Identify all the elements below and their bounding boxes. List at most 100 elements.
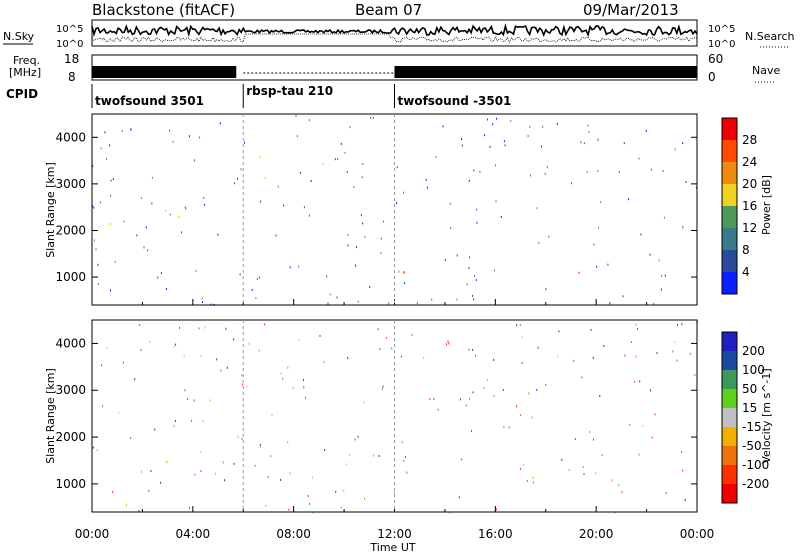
data-cell (219, 122, 221, 125)
data-cell (493, 358, 495, 361)
data-cell (92, 446, 94, 449)
data-cell (204, 203, 206, 206)
data-cell (483, 134, 485, 137)
nave-label: Nave (752, 64, 780, 77)
data-cell (544, 172, 546, 175)
data-cell (548, 235, 550, 238)
data-cell (200, 451, 202, 453)
data-cell (209, 399, 211, 402)
data-cell (537, 346, 539, 349)
data-cell (545, 384, 547, 386)
data-cell (401, 441, 403, 444)
data-cell (292, 387, 294, 390)
data-cell (649, 253, 651, 256)
data-cell (222, 461, 224, 464)
data-cell (486, 379, 488, 382)
data-cell (327, 302, 329, 305)
data-cell (267, 476, 269, 479)
data-cell (611, 479, 613, 482)
freq-tick-18: 18 (64, 52, 79, 66)
data-cell (662, 170, 664, 172)
data-cell (140, 197, 142, 200)
data-cell (287, 441, 289, 444)
data-cell (483, 387, 485, 389)
data-cell (519, 467, 521, 470)
data-cell (406, 471, 408, 474)
data-cell (308, 214, 310, 217)
data-cell (466, 283, 468, 286)
data-cell (681, 451, 683, 453)
data-cell (664, 274, 666, 277)
noise-trace (91, 23, 698, 43)
colorbar-segment (722, 389, 737, 408)
data-cell (244, 141, 245, 144)
power-axes: 1000 2000 3000 4000 (55, 114, 698, 305)
colorbar-tick: 4 (742, 265, 750, 279)
data-cell (607, 263, 609, 266)
colorbar-segment (722, 332, 737, 351)
data-cell (596, 265, 598, 268)
data-cell (283, 204, 285, 207)
data-cell (433, 398, 435, 400)
colorbar-segment (722, 184, 737, 206)
velocity-axes: 1000 2000 3000 4000 (55, 320, 698, 512)
data-cell (288, 508, 290, 511)
data-cell (631, 341, 632, 343)
freq-block (92, 66, 237, 78)
data-cell (461, 458, 463, 461)
data-cell (425, 178, 427, 181)
colorbar-segment (722, 484, 737, 503)
data-cell (370, 116, 372, 119)
data-cell (380, 252, 382, 255)
data-cell (653, 302, 655, 305)
data-cell (639, 380, 641, 383)
data-cell (347, 244, 349, 247)
data-cell (654, 413, 656, 416)
data-cell (139, 324, 141, 326)
data-cell (469, 397, 470, 400)
beam-title: Beam 07 (355, 1, 422, 19)
data-cell (326, 275, 328, 278)
data-cell (255, 297, 257, 300)
cpid-row: twofsound 3501 rbsp-tau 210 twofsound -350… (91, 84, 511, 108)
data-cell (99, 201, 101, 204)
data-cell (337, 157, 339, 160)
data-cell (561, 458, 563, 461)
data-cell (427, 186, 428, 189)
data-cell (280, 478, 282, 481)
data-cell (173, 345, 175, 348)
nsearch-line (91, 33, 698, 43)
data-cell (357, 435, 359, 438)
data-cell (472, 294, 474, 297)
data-cell (118, 411, 120, 414)
data-cell (587, 124, 589, 127)
data-cell (416, 302, 418, 305)
colorbar-tick: 12 (742, 221, 757, 235)
data-cell (138, 510, 140, 513)
data-cell (411, 333, 413, 336)
data-cell (145, 226, 147, 229)
data-cell (303, 386, 305, 389)
data-cell (665, 492, 667, 495)
data-cell (473, 298, 475, 301)
data-cell (169, 213, 171, 216)
data-cell (682, 142, 684, 145)
data-cell (357, 300, 359, 303)
data-cell (597, 138, 599, 141)
data-cell (109, 144, 111, 147)
data-cell (685, 181, 687, 184)
data-cell (396, 202, 398, 205)
right-tick-1e0: 10^0 (708, 39, 735, 50)
data-cell (104, 131, 106, 134)
data-cell (287, 366, 289, 369)
data-cell (541, 145, 542, 148)
x-tick-label: 16:00 (478, 527, 513, 541)
data-cell (377, 328, 379, 331)
data-cell (109, 222, 112, 225)
data-cell (681, 323, 683, 326)
data-cell (582, 466, 584, 469)
data-cell (475, 279, 477, 282)
data-cell (237, 435, 239, 438)
data-cell (225, 327, 227, 330)
station-title: Blackstone (fitACF) (92, 1, 235, 19)
